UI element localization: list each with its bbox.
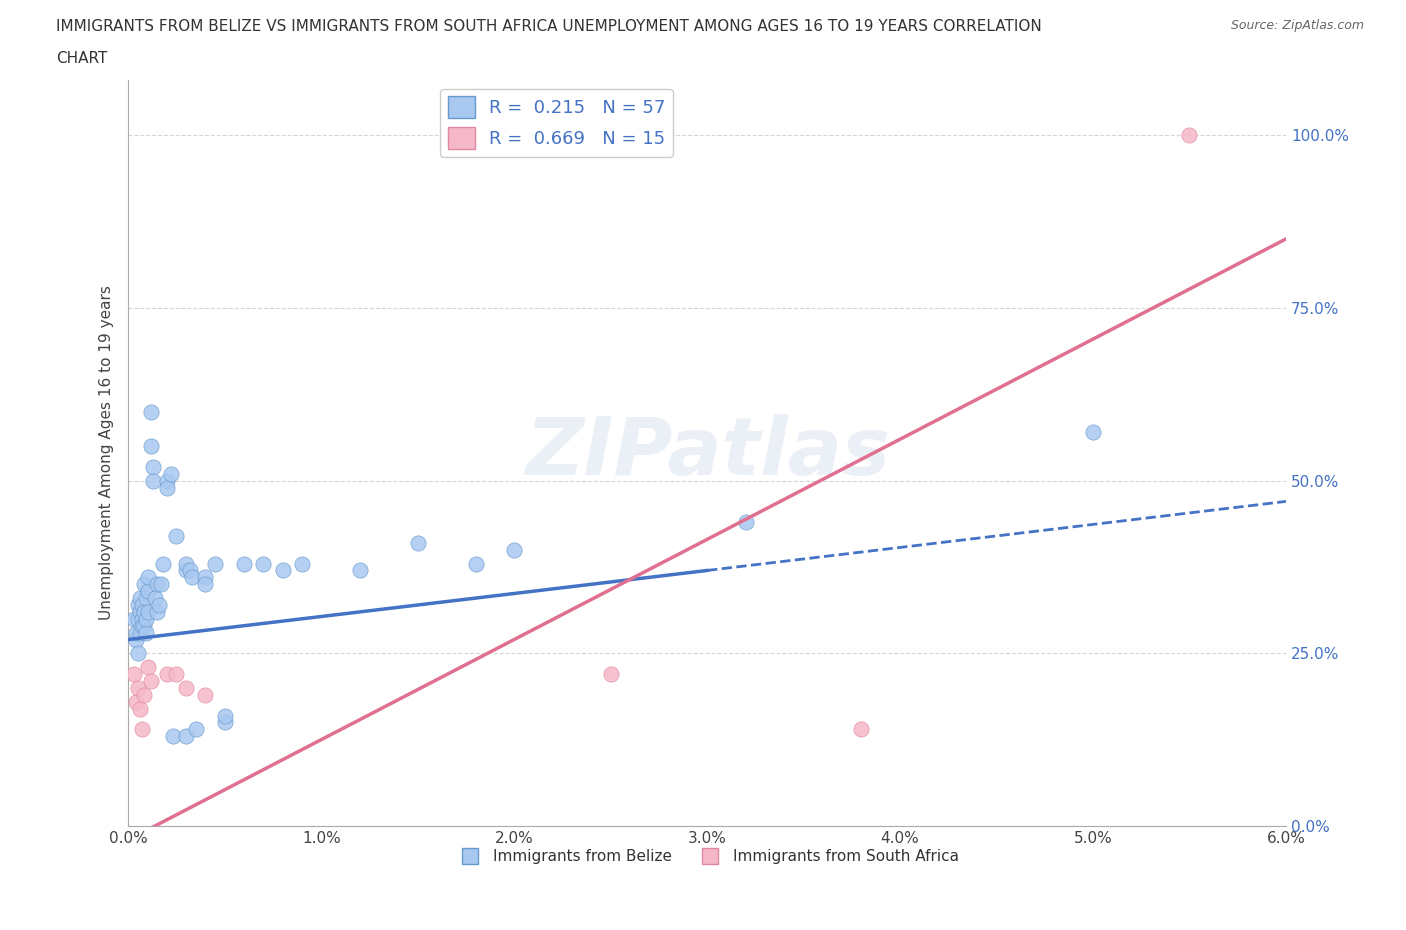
Point: [194, 687, 217, 702]
Point: [159, 466, 181, 481]
Point: [214, 715, 236, 730]
Point: [135, 611, 157, 626]
Point: [181, 570, 204, 585]
Point: [128, 625, 150, 640]
Point: [132, 687, 155, 702]
Point: [349, 563, 371, 578]
Point: [136, 570, 159, 585]
Legend: Immigrants from Belize, Immigrants from South Africa: Immigrants from Belize, Immigrants from …: [449, 844, 966, 870]
Point: [125, 695, 148, 710]
Point: [135, 625, 157, 640]
Point: [156, 667, 179, 682]
Point: [166, 667, 188, 682]
Point: [179, 563, 201, 578]
Point: [148, 598, 170, 613]
Point: [136, 584, 159, 599]
Point: [128, 604, 150, 619]
Point: [125, 625, 148, 640]
Point: [122, 667, 145, 682]
Point: [141, 405, 163, 419]
Point: [166, 528, 188, 543]
Y-axis label: Unemployment Among Ages 16 to 19 years: Unemployment Among Ages 16 to 19 years: [100, 286, 114, 620]
Point: [150, 577, 173, 591]
Point: [734, 514, 756, 529]
Point: [127, 646, 149, 661]
Point: [131, 722, 153, 737]
Point: [233, 556, 256, 571]
Point: [464, 556, 486, 571]
Point: [174, 681, 197, 696]
Point: [406, 536, 429, 551]
Point: [136, 659, 159, 674]
Point: [128, 701, 150, 716]
Point: [156, 473, 179, 488]
Point: [291, 556, 314, 571]
Point: [194, 570, 217, 585]
Text: CHART: CHART: [56, 51, 108, 66]
Point: [122, 611, 145, 626]
Point: [503, 542, 526, 557]
Point: [851, 722, 873, 737]
Point: [599, 667, 621, 682]
Point: [127, 611, 149, 626]
Point: [146, 604, 169, 619]
Point: [146, 577, 169, 591]
Point: [174, 729, 197, 744]
Point: [204, 556, 226, 571]
Point: [141, 439, 163, 454]
Point: [162, 729, 184, 744]
Point: [127, 598, 149, 613]
Text: Source: ZipAtlas.com: Source: ZipAtlas.com: [1230, 19, 1364, 32]
Point: [131, 611, 153, 626]
Point: [174, 563, 197, 578]
Point: [132, 604, 155, 619]
Point: [156, 480, 179, 495]
Point: [1081, 425, 1104, 440]
Point: [142, 459, 165, 474]
Point: [271, 563, 294, 578]
Point: [252, 556, 274, 571]
Point: [136, 604, 159, 619]
Point: [135, 591, 157, 605]
Point: [184, 722, 207, 737]
Point: [174, 556, 197, 571]
Point: [132, 618, 155, 633]
Point: [131, 618, 153, 633]
Point: [143, 591, 166, 605]
Point: [128, 591, 150, 605]
Point: [132, 577, 155, 591]
Text: ZIPatlas: ZIPatlas: [524, 414, 890, 492]
Point: [194, 577, 217, 591]
Point: [1178, 128, 1201, 143]
Point: [131, 598, 153, 613]
Point: [127, 681, 149, 696]
Point: [141, 673, 163, 688]
Point: [152, 556, 174, 571]
Point: [125, 632, 148, 647]
Text: IMMIGRANTS FROM BELIZE VS IMMIGRANTS FROM SOUTH AFRICA UNEMPLOYMENT AMONG AGES 1: IMMIGRANTS FROM BELIZE VS IMMIGRANTS FRO…: [56, 19, 1042, 33]
Point: [214, 708, 236, 723]
Point: [142, 473, 165, 488]
